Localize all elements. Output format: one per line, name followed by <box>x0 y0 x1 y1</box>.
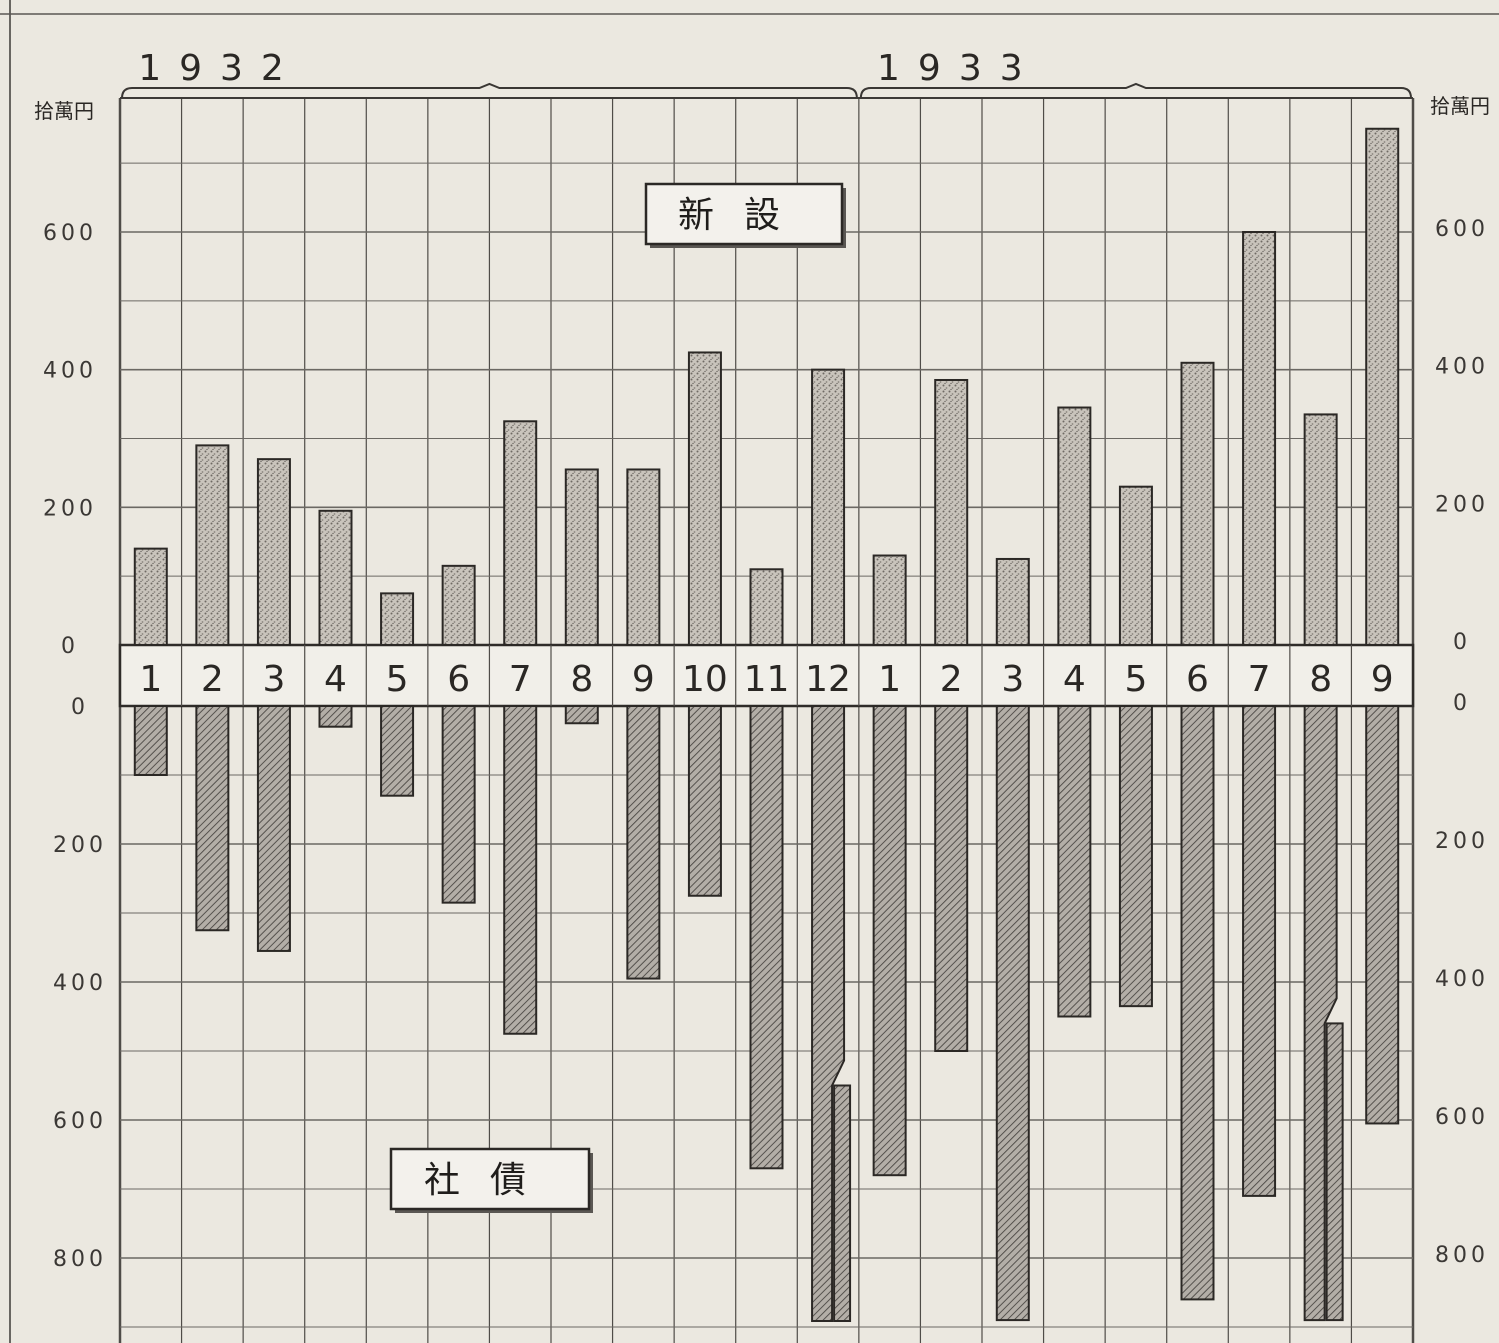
year-label: 1933 <box>877 48 1041 89</box>
y-tick-left: 0 <box>71 695 89 720</box>
y-tick-right: 0 <box>1453 691 1471 716</box>
y-tick-left: 0 <box>61 634 79 659</box>
bar-debenture <box>1242 705 1277 1197</box>
bar-new-establishment <box>687 351 722 646</box>
legend-label: 新設 <box>678 195 810 236</box>
y-tick-right: 800 <box>1435 1243 1489 1268</box>
year-brace <box>121 82 858 99</box>
month-strip <box>118 643 1415 708</box>
bar-debenture <box>626 705 661 980</box>
bar-debenture <box>195 705 230 932</box>
bar-new-establishment <box>441 564 476 647</box>
y-tick-right: 200 <box>1435 829 1489 854</box>
month-label: 12 <box>805 659 851 700</box>
y-tick-left: 600 <box>43 221 97 246</box>
bar-new-establishment <box>811 368 846 646</box>
bar-new-establishment <box>1118 485 1153 646</box>
y-tick-right: 200 <box>1435 492 1489 517</box>
month-label: 9 <box>632 659 655 700</box>
month-label: 5 <box>386 659 409 700</box>
y-tick-left: 400 <box>53 971 107 996</box>
bar-debenture <box>1365 705 1400 1125</box>
bar-debenture <box>687 705 722 897</box>
bar-new-establishment <box>995 557 1030 646</box>
y-tick-right: 400 <box>1435 967 1489 992</box>
bar-debenture <box>380 705 415 797</box>
month-label: 6 <box>447 659 470 700</box>
unit-label-left: 拾萬円 <box>34 99 94 123</box>
bar-debenture <box>934 705 969 1052</box>
bar-debenture-broken <box>1303 705 1344 1322</box>
bar-debenture <box>995 705 1030 1322</box>
month-label: 1 <box>878 659 901 700</box>
bar-new-establishment <box>749 568 784 646</box>
y-tick-right: 0 <box>1453 630 1471 655</box>
bar-new-establishment <box>934 378 969 646</box>
y-tick-right: 400 <box>1435 355 1489 380</box>
month-label: 1 <box>139 659 162 700</box>
month-label: 6 <box>1186 659 1209 700</box>
y-tick-right: 600 <box>1435 1105 1489 1130</box>
month-label: 5 <box>1124 659 1147 700</box>
month-label: 3 <box>262 659 285 700</box>
y-tick-left: 600 <box>53 1109 107 1134</box>
y-tick-left: 400 <box>43 359 97 384</box>
bar-new-establishment <box>195 444 230 646</box>
month-label: 3 <box>1001 659 1024 700</box>
month-label: 4 <box>1063 659 1086 700</box>
bar-debenture <box>503 705 538 1035</box>
bar-debenture <box>749 705 784 1170</box>
bar-new-establishment <box>256 458 291 646</box>
bar-debenture <box>872 705 907 1177</box>
bar-new-establishment <box>1303 413 1338 646</box>
bar-new-establishment <box>1365 127 1400 646</box>
legend-new-establishment: 新設 <box>644 182 846 248</box>
legend-debenture: 社債 <box>389 1147 593 1213</box>
bar-debenture <box>318 705 353 728</box>
bar-new-establishment <box>318 509 353 646</box>
bar-debenture <box>1057 705 1092 1018</box>
bar-new-establishment <box>1057 406 1092 646</box>
month-label: 10 <box>682 659 728 700</box>
y-tick-left: 200 <box>43 496 97 521</box>
month-label: 7 <box>509 659 532 700</box>
month-label: 8 <box>570 659 593 700</box>
bar-debenture <box>1118 705 1153 1008</box>
unit-label-right: 拾萬円 <box>1430 94 1490 118</box>
bar-new-establishment <box>1242 231 1277 646</box>
month-label: 7 <box>1248 659 1271 700</box>
y-tick-left: 200 <box>53 833 107 858</box>
bar-debenture <box>1180 705 1215 1301</box>
month-label: 8 <box>1309 659 1332 700</box>
bar-debenture <box>133 705 168 776</box>
bar-new-establishment <box>872 554 907 646</box>
year-label: 1932 <box>138 48 302 89</box>
bar-new-establishment <box>503 420 538 646</box>
bar-debenture-broken <box>811 705 852 1322</box>
month-label: 9 <box>1371 659 1394 700</box>
y-tick-right: 600 <box>1435 217 1489 242</box>
year-brace <box>859 82 1412 99</box>
bar-debenture <box>564 705 599 725</box>
bar-new-establishment <box>380 592 415 646</box>
month-label: 2 <box>201 659 224 700</box>
bar-new-establishment <box>626 468 661 646</box>
bar-debenture <box>441 705 476 904</box>
bar-new-establishment <box>133 547 168 647</box>
legend-label: 社債 <box>424 1160 556 1201</box>
month-label: 11 <box>744 659 790 700</box>
month-label: 2 <box>940 659 963 700</box>
bar-new-establishment <box>1180 361 1215 646</box>
bar-debenture <box>256 705 291 952</box>
y-tick-left: 800 <box>53 1247 107 1272</box>
bar-new-establishment <box>564 468 599 646</box>
month-label: 4 <box>324 659 347 700</box>
